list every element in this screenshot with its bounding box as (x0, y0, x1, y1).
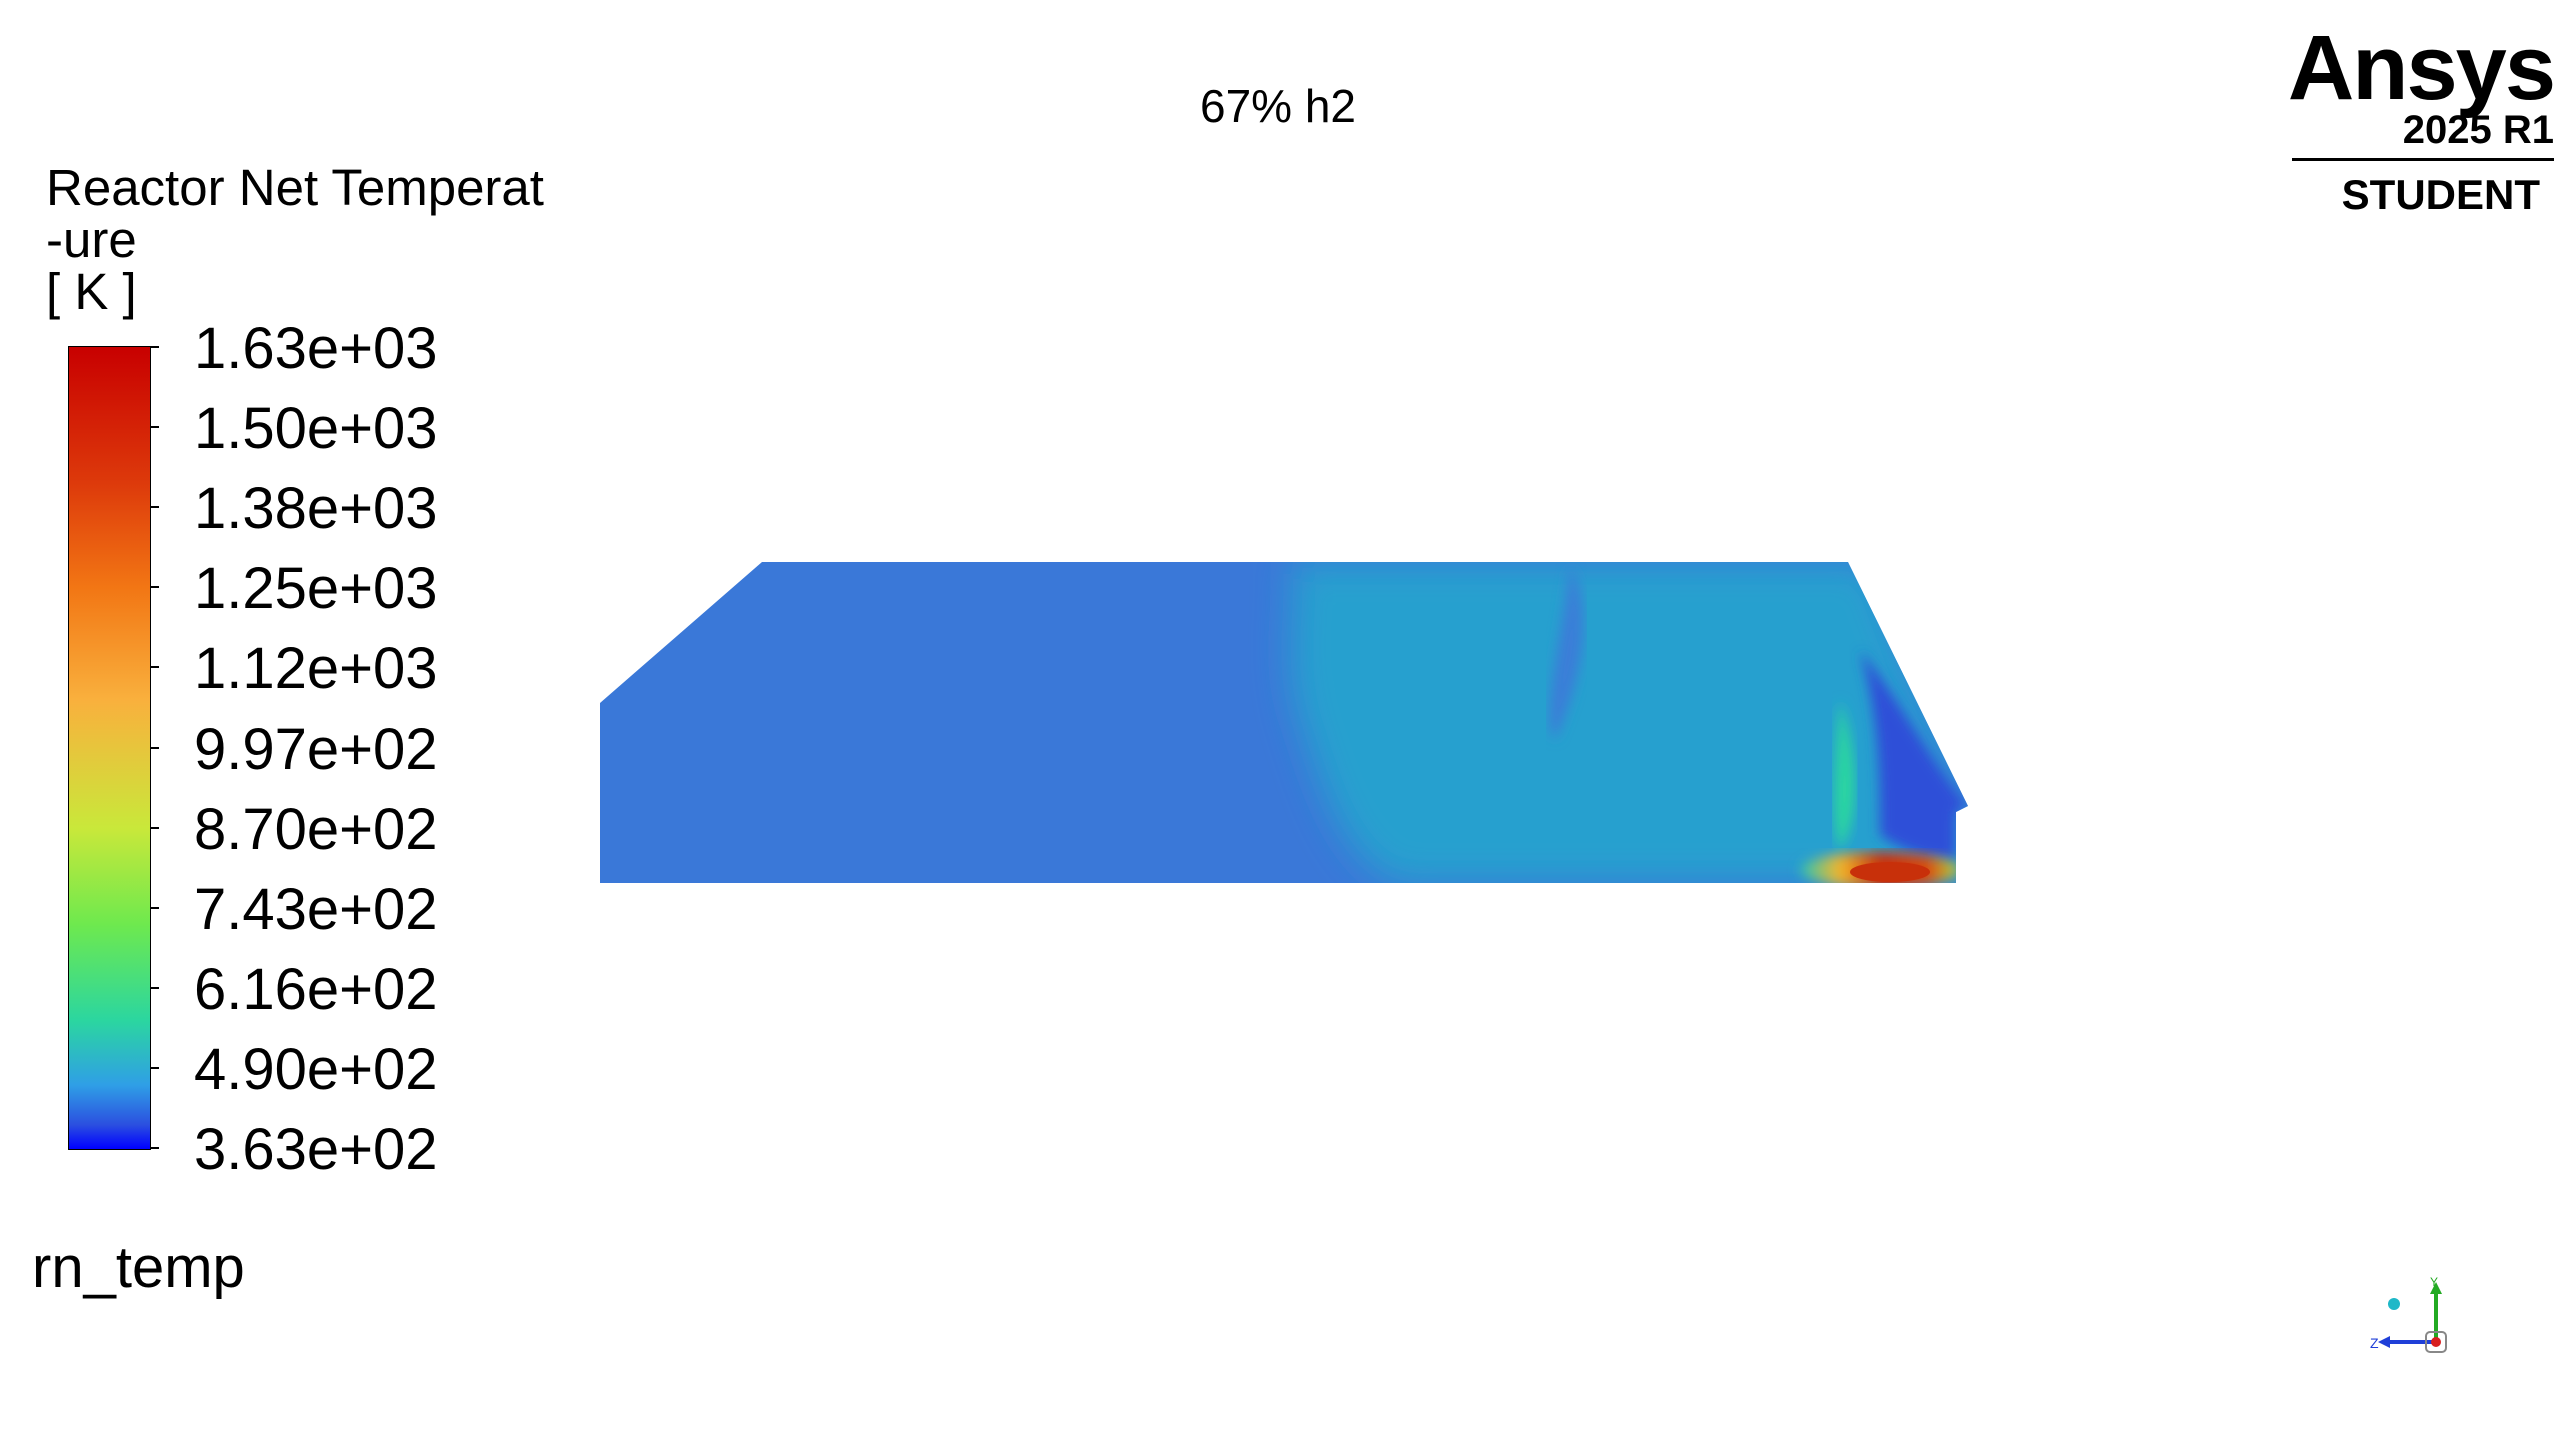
colorbar-tick-label: 1.38e+03 (194, 476, 438, 542)
colorbar-tick (150, 346, 159, 348)
colorbar-tick-label: 1.63e+03 (194, 316, 438, 381)
logo-edition: STUDENT (2341, 171, 2540, 218)
logo-wordmark: Ansys (2287, 17, 2556, 119)
cold-streak (1549, 566, 1584, 740)
colorbar-tick (150, 666, 159, 669)
colorbar-tick (150, 826, 159, 829)
colorbar-tick (150, 986, 159, 989)
colorbar-tick (150, 1147, 159, 1149)
hot-core (1850, 862, 1930, 882)
triad-z-arrow (2378, 1336, 2390, 1348)
triad-y-label: Y (2430, 1276, 2438, 1289)
logo-version: 2025 R1 (2402, 108, 2554, 152)
colorbar-tick-label: 4.90e+02 (194, 1036, 438, 1102)
ansys-logo: Ansys 2025 R1 STUDENT (2284, 17, 2556, 223)
axis-triad-icon[interactable]: Y Z (2370, 1276, 2470, 1376)
colorbar-tick-label: 7.43e+02 (194, 876, 438, 942)
triad-y-arrow (2430, 1282, 2442, 1294)
colorbar-tick (150, 506, 159, 509)
colorbar-tick-label: 3.63e+02 (194, 1117, 438, 1182)
triad-z-label: Z (2370, 1335, 2379, 1351)
colorbar-tick (150, 906, 159, 909)
triad-x-axis (2431, 1337, 2441, 1347)
triad-x-axis-box (2425, 1331, 2447, 1353)
colorbar-tick (150, 426, 159, 429)
colorbar-tick-label: 8.70e+02 (194, 796, 438, 862)
colorbar-tick-label: 1.25e+03 (194, 556, 438, 622)
colorbar-tick-label: 1.12e+03 (194, 636, 438, 702)
variable-name: rn_temp (32, 1235, 245, 1300)
inlet-cold-zone (1860, 650, 1968, 860)
plot-title: 67% h2 (1200, 80, 1357, 132)
legend-title: Reactor Net Temperat -ure [ K ] (46, 159, 544, 320)
colorbar-tick-label: 6.16e+02 (194, 956, 438, 1022)
colorbar-tick-label: 1.50e+03 (194, 396, 438, 462)
mixing-layer (1834, 700, 1855, 850)
logo-divider (2292, 158, 2554, 161)
triad-origin-dot (2388, 1298, 2400, 1310)
colorbar-tick (150, 1066, 159, 1069)
colorbar-tick (150, 746, 159, 749)
colorbar-tick-label: 9.97e+02 (194, 716, 438, 782)
colorbar-tick (150, 586, 159, 589)
warm-region (1290, 562, 1968, 883)
contour-fill (600, 562, 1968, 883)
